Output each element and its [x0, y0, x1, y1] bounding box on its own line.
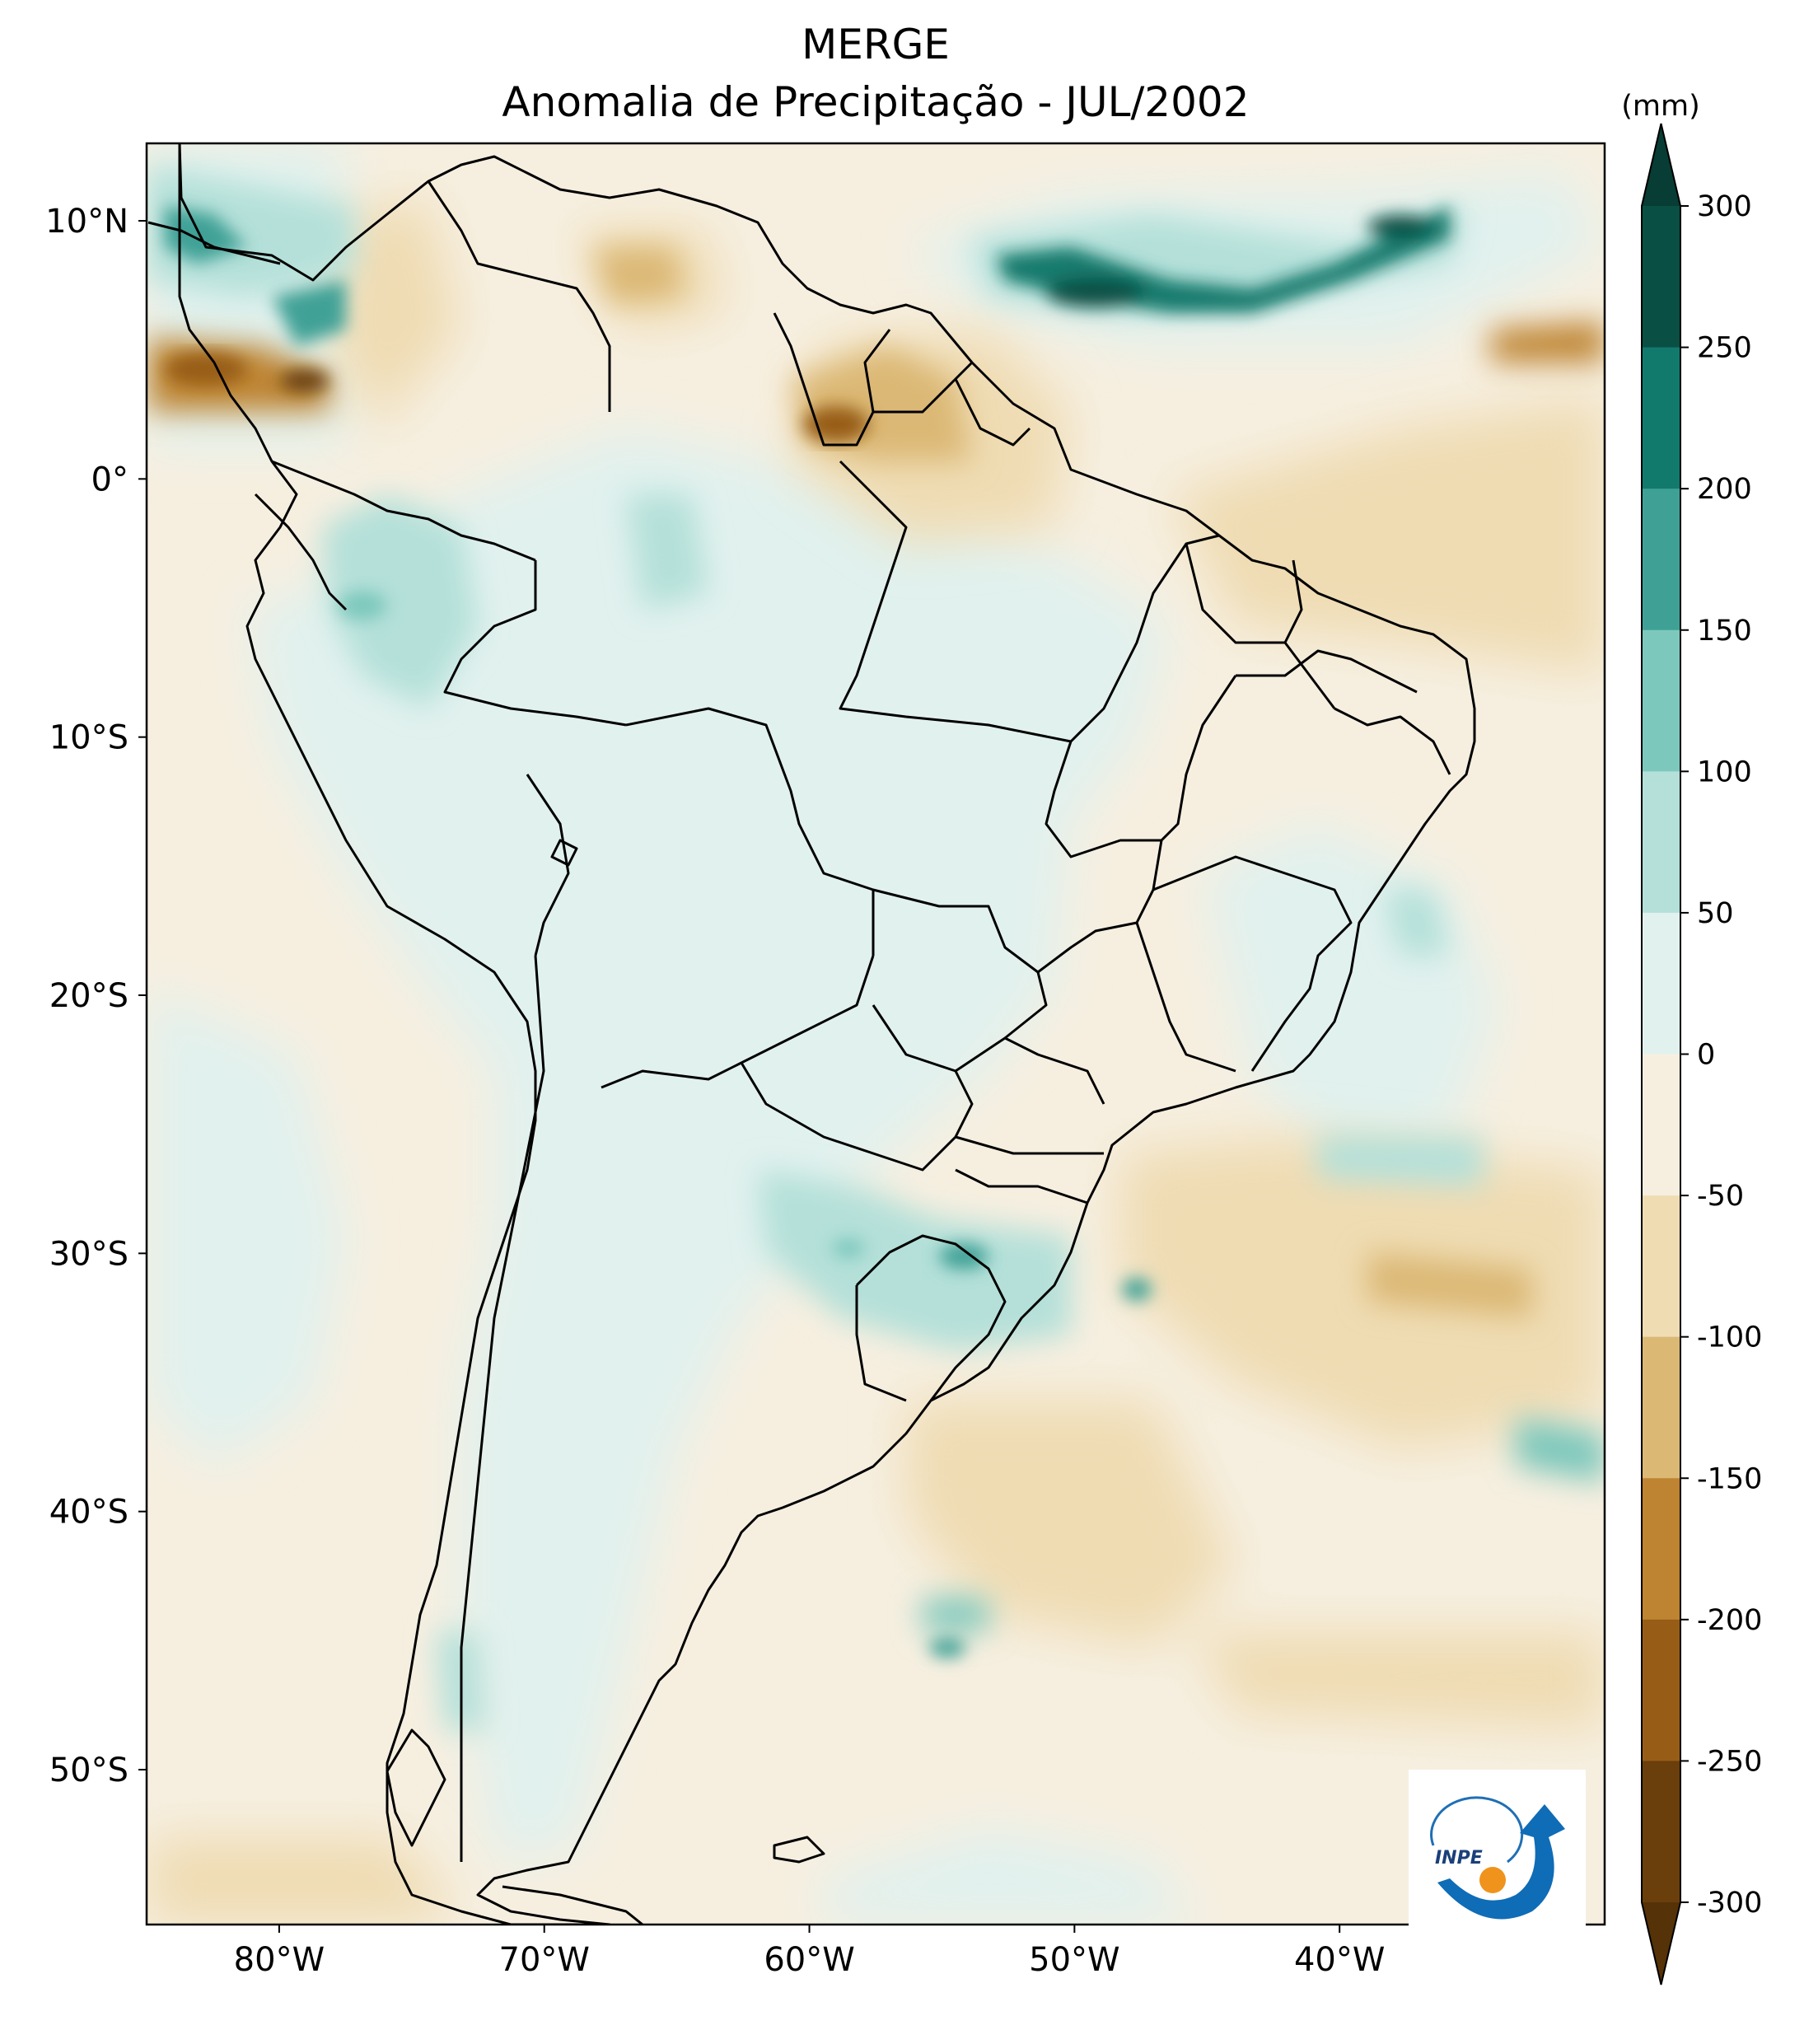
- lon-tick-label: 40°W: [1294, 1941, 1385, 1979]
- colorbar-tick-label: -150: [1697, 1462, 1762, 1495]
- colorbar-band: [1642, 1478, 1680, 1621]
- colorbar-tick-label: 300: [1697, 190, 1752, 223]
- colorbar-tick-label: -250: [1697, 1745, 1762, 1778]
- peru-bolivia-chile-border: [526, 774, 570, 957]
- colombia-venezuela-border: [427, 180, 611, 412]
- field-light-negative: [148, 198, 1605, 1925]
- colorbar-tick-label: 200: [1697, 473, 1752, 506]
- brazil-states-northeast: [1185, 543, 1451, 775]
- colorbar-band: [1642, 1761, 1680, 1903]
- lat-tick-label: 30°S: [49, 1235, 129, 1273]
- colorbar-band: [1642, 347, 1680, 489]
- paraguay-border: [740, 1004, 974, 1172]
- anomaly-field: [147, 143, 1605, 1925]
- lat-tick-label: 20°S: [49, 977, 129, 1015]
- colorbar-extend-min-arrow: [1642, 1902, 1680, 1985]
- inpe-logo: INPE: [1409, 1770, 1586, 1941]
- coastlines-and-borders: [147, 143, 1476, 1925]
- colorbar-band: [1642, 1336, 1680, 1479]
- lon-tick-label: 60°W: [764, 1941, 854, 1979]
- south-pacific-islands: [386, 1728, 446, 1847]
- lon-tick-label: 80°W: [234, 1941, 325, 1979]
- ecuador-peru-border: [254, 493, 348, 611]
- colorbar-tick-label: 50: [1697, 897, 1734, 930]
- colorbar-band: [1642, 912, 1680, 1055]
- colorbar-tick-label: 100: [1697, 755, 1752, 788]
- colorbar-tick-label: -50: [1697, 1180, 1744, 1213]
- colorbar-band: [1642, 629, 1680, 772]
- lat-tick-label: 40°S: [49, 1494, 129, 1532]
- brazil-bolivia-border: [625, 707, 875, 956]
- colorbar-band: [1642, 206, 1680, 348]
- colorbar-band: [1642, 489, 1680, 631]
- colorbar-tick-label: 0: [1697, 1039, 1715, 1072]
- latitude-axis: 10°N 0° 10°S 20°S 30°S 40°S 50°S: [45, 203, 147, 1789]
- colorbar-band: [1642, 1195, 1680, 1338]
- colorbar-extend-max-arrow: [1642, 124, 1680, 206]
- malvinas: [773, 1836, 825, 1864]
- colorbar-tick-label: -100: [1697, 1321, 1762, 1354]
- map-title-line1: MERGE: [802, 21, 950, 68]
- lat-tick-label: 10°N: [45, 203, 129, 241]
- panama-coast: [147, 221, 281, 265]
- brazil-states-central: [872, 534, 1418, 974]
- tierra-del-fuego: [502, 1885, 643, 1925]
- south-america-coastline: [178, 143, 1476, 1925]
- colombia-ecuador-peru-border: [271, 460, 536, 562]
- colorbar-band: [1642, 1619, 1680, 1761]
- lon-tick-label: 70°W: [499, 1941, 590, 1979]
- brazil-states-southeast: [955, 855, 1353, 1204]
- longitude-axis: 80°W 70°W 60°W 50°W 40°W: [234, 1925, 1385, 1979]
- colorbar-band: [1642, 1054, 1680, 1196]
- lat-tick-label: 50°S: [49, 1752, 129, 1789]
- peru-brazil-border: [443, 560, 627, 727]
- colorbar: 300 250 200 150 100 50 0 -50 -100 -150 -200 -250 -30…: [1641, 123, 1762, 1986]
- colorbar-tick-label: 250: [1697, 332, 1752, 365]
- brazil-states-north: [839, 460, 1072, 743]
- colorbar-band: [1642, 771, 1680, 914]
- lat-tick-label: 0°: [91, 461, 129, 498]
- argentina-uruguay-border: [855, 1285, 907, 1402]
- colorbar-unit-label: (mm): [1621, 90, 1700, 123]
- map-title-line2: Anomalia de Precipitação - JUL/2002: [502, 78, 1250, 126]
- lon-tick-label: 50°W: [1029, 1941, 1119, 1979]
- colorbar-tick-label: -300: [1697, 1887, 1762, 1920]
- colorbar-tick-label: 150: [1697, 615, 1752, 648]
- brazil-uruguay-border: [855, 1234, 1007, 1401]
- chile-argentina-border: [460, 955, 545, 1862]
- lake-titicaca-region: [550, 839, 578, 867]
- field-moderate-positive: [148, 165, 1605, 1730]
- map-frame: [145, 142, 1606, 1926]
- lat-tick-label: 10°S: [49, 719, 129, 757]
- colorbar-tick-label: -200: [1697, 1604, 1762, 1637]
- inpe-logo-text: INPE: [1435, 1848, 1483, 1869]
- guianas-borders: [773, 312, 1031, 447]
